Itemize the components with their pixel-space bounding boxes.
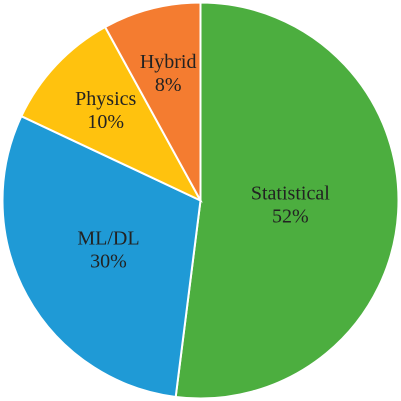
slice-value: 8% <box>155 74 182 96</box>
slice-value: 10% <box>87 111 124 133</box>
pie-slice <box>174 1 400 400</box>
slice-label: Hybrid <box>140 51 197 73</box>
slice-label: Statistical <box>251 183 330 205</box>
pie-slice <box>20 25 203 203</box>
pie-slice <box>1 114 202 399</box>
slice-value: 52% <box>272 206 309 228</box>
slice-value: 30% <box>90 251 127 273</box>
pie-slice <box>103 1 202 201</box>
slice-label: Physics <box>75 88 136 110</box>
slice-label: ML/DL <box>77 228 139 250</box>
